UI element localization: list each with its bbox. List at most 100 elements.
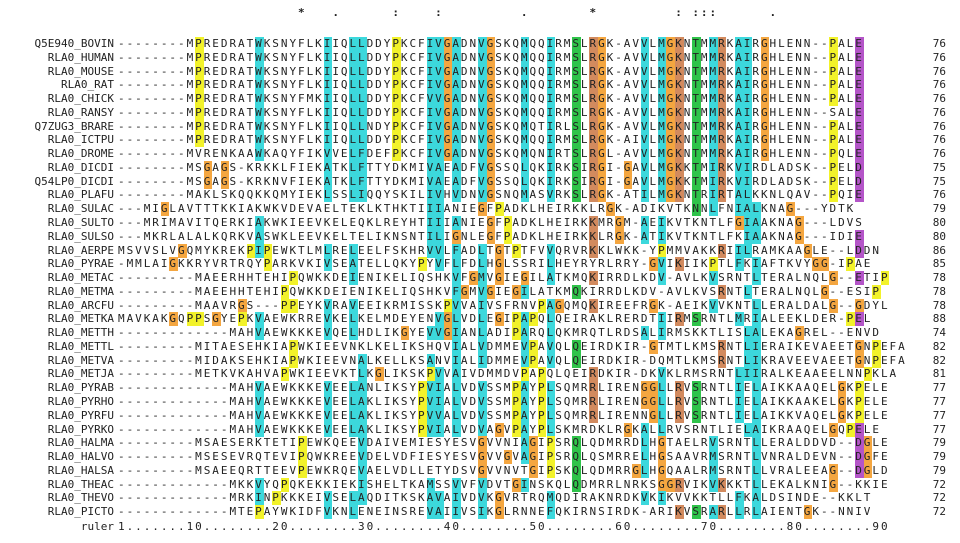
residue-highlight	[589, 381, 598, 396]
residue-highlight	[323, 37, 333, 51]
residue-highlight	[495, 271, 504, 286]
residue-highlight	[357, 408, 367, 423]
residue-highlight	[855, 395, 864, 410]
residue-highlight	[323, 257, 333, 272]
residue-highlight	[443, 105, 453, 120]
sequence-name: RLA0_DICDI	[47, 160, 114, 174]
residue-highlight	[692, 50, 701, 65]
residue-highlight	[709, 450, 718, 465]
residue-highlight	[357, 422, 367, 437]
residue-highlight	[717, 50, 727, 65]
sequence: --------MPREDRATWKSNYFLKIIQLLNDYPKCFIVGA…	[118, 119, 864, 133]
residue-highlight	[546, 105, 556, 120]
residue-highlight	[477, 436, 487, 451]
residue-highlight	[323, 133, 333, 148]
residue-highlight	[435, 216, 444, 230]
residue-highlight	[640, 326, 650, 341]
residue-highlight	[572, 463, 581, 478]
residue-highlight	[709, 202, 718, 217]
residue-highlight	[512, 408, 521, 423]
residue-highlight	[760, 50, 770, 65]
residue-highlight	[435, 229, 444, 244]
residue-highlight	[477, 353, 487, 368]
residue-highlight	[855, 105, 864, 120]
residue-highlight	[546, 422, 556, 437]
sequence-row: RLA0_THEAC -------------MKKVYQPQKEKKIEKIS…	[0, 477, 960, 492]
residue-highlight	[477, 243, 487, 258]
residue-highlight	[255, 78, 264, 93]
residue-highlight	[657, 422, 667, 437]
residue-highlight	[692, 105, 701, 120]
residue-highlight	[735, 50, 744, 65]
residue-highlight	[280, 477, 290, 492]
residue-highlight	[297, 463, 307, 478]
residue-highlight	[426, 408, 436, 423]
residue-highlight	[709, 477, 718, 492]
residue-highlight	[795, 216, 804, 230]
residue-highlight	[657, 395, 667, 410]
residue-highlight	[435, 50, 444, 65]
residue-highlight	[829, 50, 838, 65]
residue-highlight	[452, 284, 461, 299]
residue-highlight	[323, 298, 333, 313]
residue-highlight	[546, 174, 556, 189]
residue-highlight	[666, 119, 676, 134]
residue-highlight	[717, 188, 727, 203]
residue-highlight	[255, 216, 264, 230]
sequence-name: RLA0_ICTPU	[47, 133, 114, 147]
sequence-row: RLA0_SULSO ---MKRLALALKQRKVASWKLEEVKELTEL…	[0, 229, 960, 244]
residue-highlight	[546, 339, 556, 354]
sequence-length: 79	[932, 436, 946, 450]
residue-highlight	[255, 395, 264, 410]
residue-highlight	[486, 160, 496, 175]
residue-highlight	[709, 92, 718, 107]
sequence: -------------MAHVAEWKKKEVEELAKLIKSYPVIAL…	[118, 422, 881, 436]
residue-highlight	[477, 312, 487, 327]
residue-highlight	[426, 491, 436, 506]
sequence-name: RLA0_PYRAB	[47, 381, 114, 395]
residue-highlight	[520, 312, 530, 327]
residue-highlight	[666, 477, 676, 492]
residue-highlight	[297, 436, 307, 451]
residue-highlight	[477, 284, 487, 299]
residue-highlight	[657, 229, 667, 244]
residue-highlight	[537, 422, 547, 437]
sequence-length: 72	[932, 491, 946, 505]
residue-highlight	[657, 243, 667, 258]
residue-highlight	[717, 133, 727, 148]
residue-highlight	[752, 408, 761, 423]
residue-highlight	[649, 408, 658, 423]
residue-highlight	[589, 147, 598, 162]
residue-highlight	[546, 312, 556, 327]
residue-highlight	[717, 160, 727, 175]
residue-highlight	[829, 37, 838, 51]
residue-highlight	[357, 119, 367, 134]
sequence-row: RLA0_SULAC ---MIGLAVTTTKKIAKWKVDEVAELTEKL…	[0, 202, 960, 217]
residue-highlight	[649, 395, 658, 410]
residue-highlight	[649, 339, 658, 354]
residue-highlight	[589, 50, 598, 65]
sequence: ---------MSESEVRQTEVIPQWKREEVDELVDFIESYE…	[118, 450, 890, 464]
residue-highlight	[589, 188, 598, 203]
residue-highlight	[512, 284, 521, 299]
residue-highlight	[486, 133, 496, 148]
residue-highlight	[435, 188, 444, 203]
residue-highlight	[512, 422, 521, 437]
residue-highlight	[546, 78, 556, 93]
residue-highlight	[640, 381, 650, 396]
residue-highlight	[546, 491, 556, 506]
residue-highlight	[709, 271, 718, 286]
sequence: --------MPREDRATWKSNYFLKIIQLLDDYPKCFIVGA…	[118, 105, 864, 119]
sequence-length: 82	[932, 353, 946, 367]
residue-highlight	[589, 271, 598, 286]
residue-highlight	[323, 64, 333, 79]
residue-highlight	[503, 229, 513, 244]
residue-highlight	[357, 436, 367, 451]
residue-highlight	[255, 243, 264, 258]
residue-highlight	[546, 463, 556, 478]
residue-highlight	[589, 408, 598, 423]
residue-highlight	[452, 408, 461, 423]
residue-highlight	[649, 381, 658, 396]
residue-highlight	[486, 64, 496, 79]
